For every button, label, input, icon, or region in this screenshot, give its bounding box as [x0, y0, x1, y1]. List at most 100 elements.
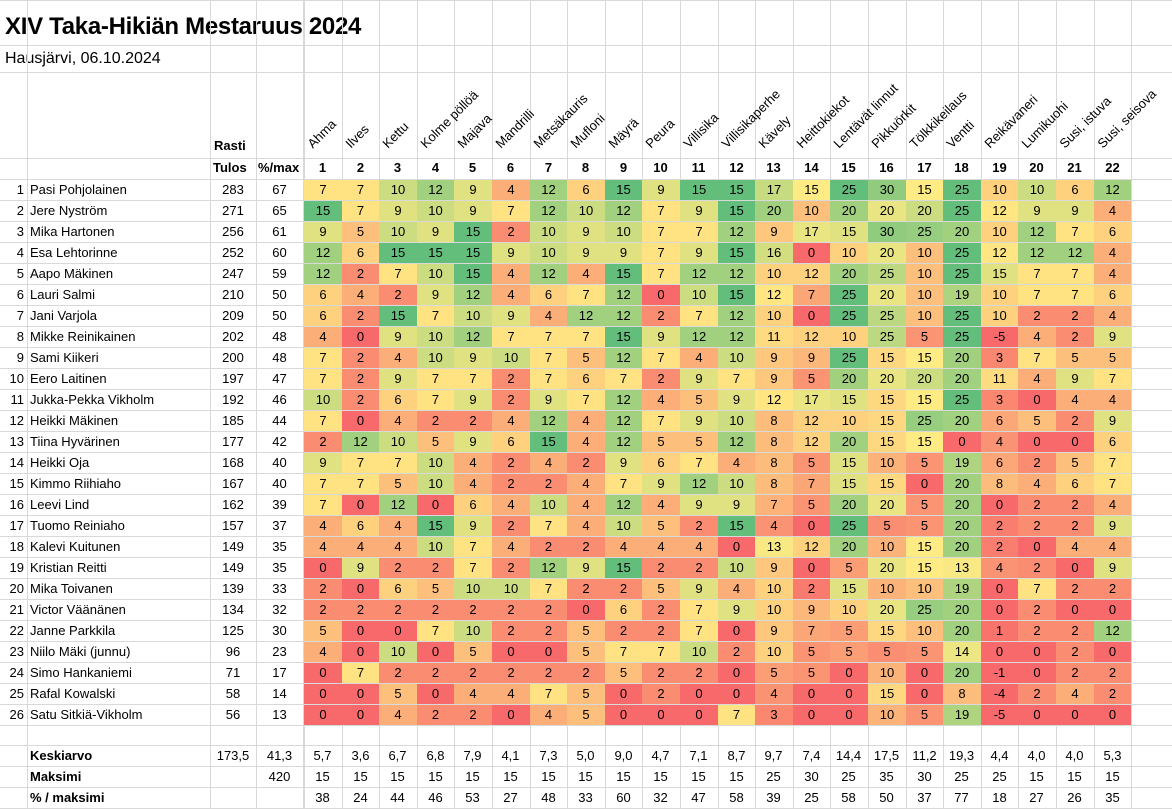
player-pct: 37	[272, 518, 287, 533]
score-cell: 9	[680, 579, 718, 599]
score-cell: 4	[304, 327, 342, 347]
score-cell: 0	[718, 621, 755, 641]
score-cell: 9	[567, 222, 605, 242]
score-cell: 25	[906, 222, 943, 242]
score-cell: 10	[530, 495, 567, 515]
score-cell: 15	[868, 432, 906, 452]
score-cell: 2	[342, 264, 379, 284]
summary-value: 4,7	[651, 748, 670, 763]
score-cell: 4	[379, 705, 417, 725]
player-name: Rafal Kowalski	[30, 686, 116, 701]
score-cell: 15	[530, 432, 567, 452]
score-cell: 5	[379, 474, 417, 494]
summary-value: 25	[841, 769, 856, 784]
gridline-h	[0, 536, 1172, 537]
score-cell: 19	[943, 705, 981, 725]
score-cell: 0	[642, 705, 680, 725]
score-cell: 12	[417, 180, 454, 200]
score-cell: 4	[454, 474, 492, 494]
score-cell: 2	[1056, 579, 1094, 599]
score-cell: 2	[793, 579, 830, 599]
summary-value: 15	[1029, 769, 1044, 784]
score-cell: 12	[605, 432, 642, 452]
score-cell: 19	[943, 579, 981, 599]
row-rank: 12	[9, 413, 24, 428]
station-number: 4	[431, 160, 440, 175]
score-cell: -5	[981, 327, 1018, 347]
score-cell: 10	[755, 642, 793, 662]
score-cell: 15	[830, 453, 868, 473]
score-cell: 12	[530, 411, 567, 431]
score-cell: 25	[943, 243, 981, 263]
score-cell: 4	[454, 453, 492, 473]
score-cell: 0	[304, 663, 342, 683]
score-cell: 9	[454, 390, 492, 410]
station-name: Peura	[642, 115, 678, 151]
score-cell: 4	[567, 495, 605, 515]
score-cell: 6	[605, 600, 642, 620]
score-cell: 10	[417, 327, 454, 347]
score-cell: 2	[530, 474, 567, 494]
summary-value: 60	[616, 790, 631, 805]
summary-value: 58	[729, 790, 744, 805]
score-cell: 2	[642, 306, 680, 326]
score-cell: 7	[342, 474, 379, 494]
score-cell: 7	[755, 495, 793, 515]
score-cell: 12	[605, 411, 642, 431]
score-cell: 9	[718, 390, 755, 410]
gridline-h	[0, 347, 1172, 348]
score-cell: 7	[1056, 285, 1094, 305]
player-total: 197	[222, 371, 244, 386]
player-name: Sami Kiikeri	[30, 350, 99, 365]
score-cell: 2	[342, 369, 379, 389]
score-cell: 0	[1094, 642, 1131, 662]
score-cell: 7	[530, 516, 567, 536]
score-cell: 4	[1094, 537, 1131, 557]
score-cell: 10	[981, 180, 1018, 200]
score-cell: 10	[906, 285, 943, 305]
summary-value: 50	[879, 790, 894, 805]
score-cell: 8	[755, 453, 793, 473]
station-number: 7	[544, 160, 553, 175]
player-pct: 33	[272, 581, 287, 596]
score-cell: 15	[379, 306, 417, 326]
score-cell: 0	[342, 411, 379, 431]
summary-value: 15	[691, 769, 706, 784]
score-cell: 8	[755, 432, 793, 452]
score-cell: 2	[454, 705, 492, 725]
score-cell: 2	[680, 663, 718, 683]
score-cell: 0	[530, 642, 567, 662]
score-cell: 4	[718, 579, 755, 599]
score-cell: 4	[1056, 684, 1094, 704]
summary-value: 8,7	[727, 748, 746, 763]
score-cell: 4	[492, 285, 530, 305]
player-name: Mika Toivanen	[30, 581, 113, 596]
score-cell: 15	[718, 180, 755, 200]
score-cell: 12	[530, 558, 567, 578]
score-cell: 15	[868, 684, 906, 704]
score-cell: 17	[793, 222, 830, 242]
gridline-v	[210, 0, 211, 808]
score-cell: 7	[417, 306, 454, 326]
score-cell: 25	[943, 327, 981, 347]
score-cell: 2	[304, 432, 342, 452]
station-name: Lentävät linnut	[830, 80, 902, 151]
score-cell: 2	[342, 390, 379, 410]
score-cell: 9	[379, 201, 417, 221]
summary-label: % / maksimi	[30, 790, 105, 805]
score-cell: 4	[342, 285, 379, 305]
score-cell: 15	[906, 537, 943, 557]
station-number: 6	[506, 160, 515, 175]
player-name: Heikki Mäkinen	[30, 413, 119, 428]
gridline-h	[0, 72, 1172, 73]
score-cell: 6	[567, 369, 605, 389]
player-total: 247	[222, 266, 244, 281]
score-cell: 9	[793, 348, 830, 368]
row-rank: 19	[9, 560, 24, 575]
score-cell: 4	[981, 432, 1018, 452]
row-rank: 25	[9, 686, 24, 701]
score-cell: 15	[417, 243, 454, 263]
summary-value: 7,3	[539, 748, 558, 763]
score-cell: 12	[605, 348, 642, 368]
summary-value: 25	[804, 790, 819, 805]
